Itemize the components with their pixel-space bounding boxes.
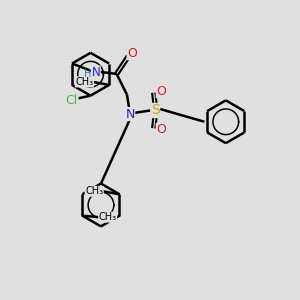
- Text: CH₃: CH₃: [85, 186, 103, 196]
- Text: N: N: [125, 107, 135, 121]
- Text: O: O: [156, 123, 166, 136]
- Text: CH₃: CH₃: [75, 77, 94, 87]
- Text: H: H: [84, 69, 92, 79]
- Text: O: O: [156, 85, 166, 98]
- Text: S: S: [151, 103, 160, 118]
- Text: CH₃: CH₃: [99, 212, 117, 222]
- Text: N: N: [92, 66, 100, 79]
- Text: O: O: [127, 46, 137, 60]
- Text: Cl: Cl: [66, 94, 78, 106]
